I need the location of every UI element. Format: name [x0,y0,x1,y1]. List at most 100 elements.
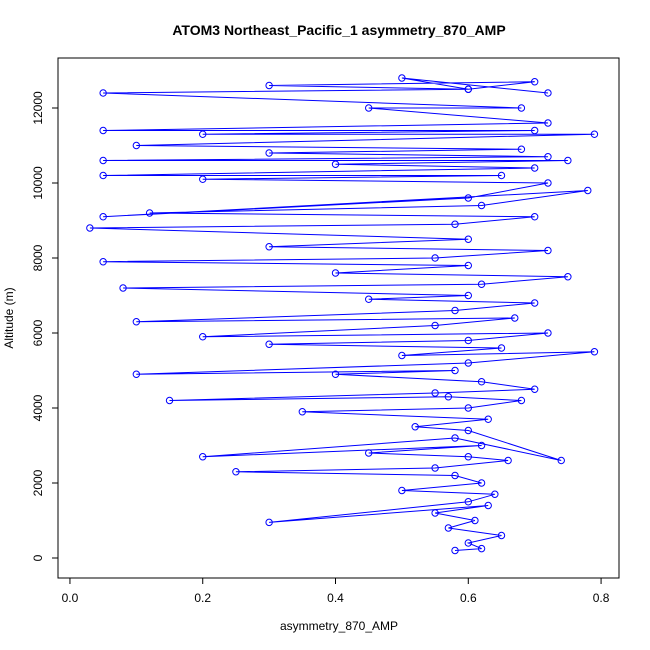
data-point [564,273,572,281]
data-point [199,453,207,461]
data-point [464,404,472,412]
y-tick-label: 6000 [31,319,45,346]
data-point [99,258,107,266]
data-point [530,385,539,393]
data-point [590,130,599,138]
data-point [464,426,472,435]
data-point [497,531,506,540]
data-point [491,490,499,498]
data-point [590,348,599,356]
data-point [331,269,340,277]
y-tick-label: 0 [31,554,45,561]
data-point [451,434,459,442]
y-tick-label: 2000 [31,469,45,496]
data-point [431,509,439,517]
data-point [444,393,453,401]
data-point [265,149,273,157]
x-tick-label: 0.8 [593,591,610,605]
data-point [451,220,459,228]
data-point [99,126,107,135]
data-point [451,306,459,315]
data-point [517,104,526,112]
data-point [398,74,406,82]
y-tick-label: 10000 [31,166,45,200]
data-point [132,370,141,378]
data-point [517,145,526,153]
data-point [132,141,141,150]
data-point [451,366,459,375]
data-point [530,78,539,86]
data-point [544,119,552,127]
data-point [265,340,273,348]
data-point [517,396,526,405]
data-point [165,396,174,405]
data-point [564,156,572,165]
data-point [132,318,141,326]
data-point [464,261,472,270]
data-point [431,321,439,330]
data-point [497,171,506,180]
data-point [584,186,592,195]
data-point [199,175,207,183]
data-point [497,344,506,352]
data-point [331,160,340,168]
data-point [199,130,207,138]
data-point [544,246,552,255]
data-point [99,156,107,165]
data-point [471,516,479,525]
data-point [331,370,340,378]
data-point [484,415,492,423]
data-line [89,77,595,551]
x-axis-label: asymmetry_870_AMP [280,619,398,633]
data-point [232,468,240,476]
data-point [544,329,552,337]
data-point [530,213,539,221]
data-point [464,85,472,93]
data-point [484,501,492,510]
data-point [511,314,519,322]
data-point [530,164,539,172]
data-point [464,453,472,461]
data-point [145,209,154,217]
data-point [530,299,539,307]
data-point [464,336,472,345]
x-tick-label: 0.6 [460,591,477,605]
data-point [451,546,459,555]
data-point [504,456,512,465]
y-tick-label: 4000 [31,394,45,421]
data-point [365,104,373,112]
data-point [86,224,94,232]
data-point [265,81,273,90]
data-point [398,351,406,360]
data-point [99,171,107,180]
data-point [444,524,453,532]
data-point [477,544,486,553]
x-tick-label: 0.0 [62,591,79,605]
y-tick-label: 8000 [31,244,45,271]
data-point [544,179,552,187]
data-point [411,423,419,431]
x-tick-label: 0.4 [327,591,344,605]
data-point [477,441,486,450]
data-point [544,89,552,97]
data-point [365,295,373,303]
data-point [99,213,107,221]
data-point [298,408,307,416]
data-point [265,518,273,527]
data-point [431,254,439,262]
data-point [199,333,207,341]
x-tick-label: 0.2 [194,591,211,605]
data-point [477,280,486,288]
data-point [530,126,539,135]
data-point [265,243,273,251]
y-axis-label: Altitude (m) [2,287,16,348]
data-point [464,359,472,367]
data-point [99,89,107,97]
chart-title: ATOM3 Northeast_Pacific_1 asymmetry_870_… [172,22,505,38]
plot-frame [57,57,620,579]
data-point [464,291,472,300]
data-point [431,464,439,472]
data-point [544,153,552,161]
